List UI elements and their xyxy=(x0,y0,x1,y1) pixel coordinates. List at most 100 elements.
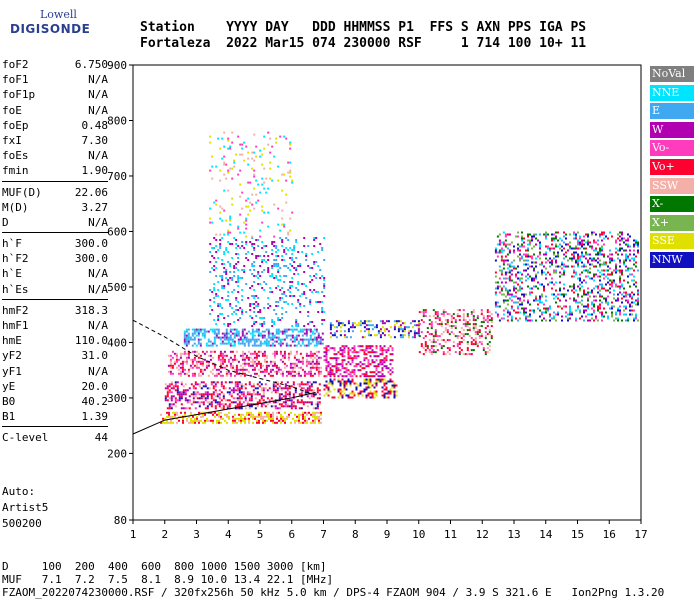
echo-point xyxy=(223,271,226,273)
echo-point xyxy=(555,271,557,274)
echo-point xyxy=(561,239,563,242)
echo-point xyxy=(211,372,214,375)
echo-point xyxy=(569,241,571,244)
echo-point xyxy=(474,333,477,336)
echo-point xyxy=(450,317,453,320)
echo-point xyxy=(285,179,288,182)
echo-point xyxy=(283,281,286,283)
echo-point xyxy=(625,265,627,268)
echo-point xyxy=(599,295,601,298)
echo-point xyxy=(184,407,187,410)
echo-point xyxy=(213,297,216,299)
echo-point xyxy=(249,303,252,305)
echo-point xyxy=(581,271,583,274)
echo-point xyxy=(428,349,431,352)
echo-point xyxy=(172,415,174,418)
echo-point xyxy=(223,285,226,287)
echo-point xyxy=(470,337,473,340)
echo-point xyxy=(281,338,284,341)
echo-point xyxy=(498,285,501,288)
echo-point xyxy=(504,299,507,302)
echo-point xyxy=(185,360,188,363)
echo-point xyxy=(325,365,328,368)
echo-point xyxy=(289,161,292,164)
echo-point xyxy=(383,396,386,399)
echo-point xyxy=(270,405,273,408)
echo-point xyxy=(581,261,583,264)
echo-point xyxy=(200,387,203,390)
echo-point xyxy=(299,352,302,355)
echo-point xyxy=(474,323,477,326)
echo-point xyxy=(472,315,475,318)
echo-point xyxy=(231,344,234,347)
echo-point xyxy=(345,388,348,391)
echo-point xyxy=(278,419,280,422)
echo-point xyxy=(231,360,234,363)
echo-point xyxy=(281,217,284,220)
echo-point xyxy=(517,235,519,238)
echo-point xyxy=(271,319,274,321)
echo-point xyxy=(235,330,238,333)
echo-point xyxy=(575,271,577,274)
echo-point xyxy=(357,324,360,327)
echo-point xyxy=(257,374,260,377)
echo-point xyxy=(545,253,547,256)
echo-point xyxy=(339,334,342,337)
echo-point xyxy=(547,259,549,262)
echo-point xyxy=(283,265,286,267)
echo-point xyxy=(591,245,593,248)
echo-point xyxy=(577,305,579,308)
echo-point xyxy=(367,324,370,327)
echo-point xyxy=(256,391,259,394)
echo-point xyxy=(593,275,595,278)
echo-point xyxy=(331,384,334,387)
echo-point xyxy=(271,179,274,182)
echo-point xyxy=(527,235,529,238)
echo-point xyxy=(521,255,523,258)
echo-point xyxy=(359,384,362,387)
echo-point xyxy=(247,157,250,160)
echo-point xyxy=(470,313,473,316)
echo-point xyxy=(247,181,250,184)
echo-point xyxy=(529,291,531,294)
echo-point xyxy=(607,265,609,268)
echo-point xyxy=(308,385,311,388)
echo-point xyxy=(245,340,248,343)
echo-point xyxy=(272,419,274,422)
echo-point xyxy=(251,151,254,154)
echo-point xyxy=(231,366,234,369)
echo-point xyxy=(561,245,563,248)
echo-point xyxy=(319,372,322,375)
echo-point xyxy=(284,403,287,406)
echo-point xyxy=(223,336,226,339)
legend-item-x-: X+ xyxy=(650,214,694,231)
echo-point xyxy=(517,301,519,304)
echo-point xyxy=(304,383,307,386)
echo-point xyxy=(187,328,190,331)
echo-point xyxy=(273,344,276,347)
echo-point xyxy=(248,403,251,406)
echo-point xyxy=(442,339,445,342)
echo-point xyxy=(180,395,183,398)
echo-point xyxy=(466,313,469,316)
echo-point xyxy=(450,321,453,324)
echo-point xyxy=(607,273,609,276)
echo-point xyxy=(575,247,577,250)
echo-point xyxy=(242,413,244,416)
echo-point xyxy=(202,415,204,418)
echo-point xyxy=(292,397,295,400)
echo-point xyxy=(242,401,245,404)
echo-point xyxy=(174,411,176,414)
echo-point xyxy=(306,411,308,414)
echo-point xyxy=(633,309,635,312)
echo-point xyxy=(605,261,607,264)
echo-point xyxy=(345,375,348,378)
param-row: foF1 N/A xyxy=(2,72,108,87)
echo-point xyxy=(300,391,303,394)
echo-point xyxy=(454,321,457,324)
echo-point xyxy=(335,353,338,356)
echo-point xyxy=(214,407,217,410)
echo-point xyxy=(353,322,356,325)
echo-point xyxy=(304,415,306,418)
echo-point xyxy=(502,317,505,320)
